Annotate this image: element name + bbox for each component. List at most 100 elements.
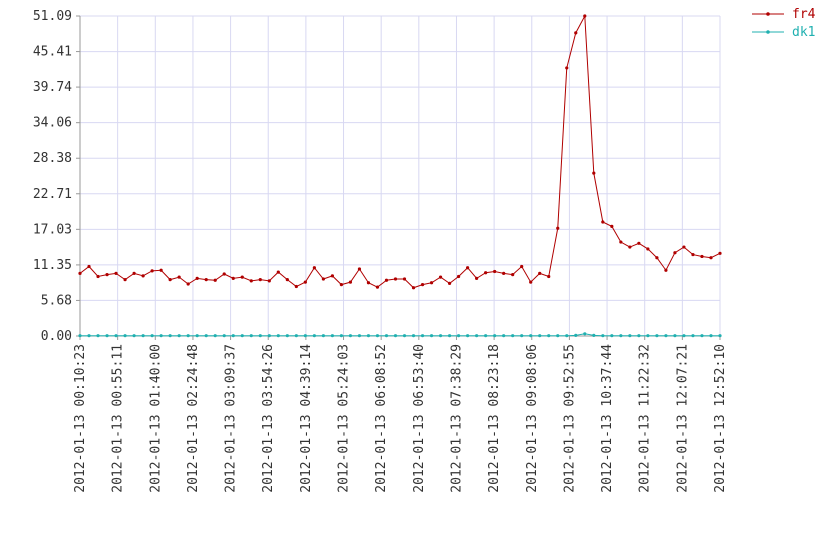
data-point-fr4 bbox=[655, 256, 659, 260]
data-point-dk1 bbox=[682, 334, 686, 338]
data-point-fr4 bbox=[213, 278, 217, 282]
data-point-dk1 bbox=[123, 334, 127, 338]
data-point-fr4 bbox=[330, 274, 334, 278]
data-point-dk1 bbox=[628, 334, 632, 338]
data-point-fr4 bbox=[87, 264, 91, 269]
series-line-dk1 bbox=[80, 333, 720, 337]
y-tick-label: 11.35 bbox=[33, 258, 72, 273]
data-point-fr4 bbox=[592, 171, 596, 175]
data-point-dk1 bbox=[285, 334, 289, 338]
data-point-dk1 bbox=[601, 334, 605, 338]
data-point-fr4 bbox=[285, 278, 289, 282]
data-point-fr4 bbox=[429, 281, 434, 285]
data-point-dk1 bbox=[475, 334, 479, 338]
data-point-dk1 bbox=[673, 334, 677, 338]
axes bbox=[79, 16, 720, 337]
legend-item-dk1[interactable]: dk1 bbox=[752, 25, 815, 40]
data-point-dk1 bbox=[709, 334, 713, 338]
data-point-dk1 bbox=[132, 334, 136, 338]
data-point-fr4 bbox=[258, 278, 262, 282]
data-point-fr4 bbox=[565, 66, 569, 70]
data-point-fr4 bbox=[420, 283, 425, 287]
data-point-fr4 bbox=[601, 220, 605, 224]
data-point-dk1 bbox=[610, 334, 614, 338]
data-point-fr4 bbox=[411, 286, 416, 290]
data-point-dk1 bbox=[402, 334, 407, 338]
data-point-fr4 bbox=[664, 268, 668, 272]
series-dk1 bbox=[78, 332, 722, 338]
data-point-fr4 bbox=[709, 256, 713, 260]
data-point-dk1 bbox=[700, 334, 704, 338]
data-point-fr4 bbox=[321, 277, 325, 281]
data-point-dk1 bbox=[357, 334, 362, 338]
y-tick-label: 17.03 bbox=[33, 222, 72, 237]
data-point-fr4 bbox=[267, 279, 271, 283]
data-point-dk1 bbox=[547, 334, 551, 338]
x-tick-label: 2012-01-13 00:55:11 bbox=[111, 344, 126, 493]
data-point-dk1 bbox=[240, 334, 244, 338]
data-point-fr4 bbox=[637, 241, 641, 245]
data-point-dk1 bbox=[312, 334, 316, 338]
legend-item-fr4[interactable]: fr4 bbox=[752, 7, 816, 22]
data-point-fr4 bbox=[556, 226, 560, 230]
x-tick-label: 2012-01-13 11:22:32 bbox=[638, 344, 653, 493]
data-point-dk1 bbox=[556, 334, 560, 338]
data-point-dk1 bbox=[195, 334, 199, 338]
x-tick-label: 2012-01-13 03:54:26 bbox=[261, 344, 276, 493]
data-point-fr4 bbox=[168, 278, 172, 282]
data-point-fr4 bbox=[447, 281, 452, 285]
data-point-fr4 bbox=[511, 273, 515, 277]
y-tick-labels: 0.00 5.68 11.35 17.03 22.71 28.38 34.06 39.74 45… bbox=[33, 9, 72, 344]
data-point-dk1 bbox=[267, 334, 271, 338]
data-point-fr4 bbox=[222, 272, 226, 276]
data-point-dk1 bbox=[447, 334, 452, 338]
data-point-dk1 bbox=[177, 334, 181, 338]
data-point-dk1 bbox=[538, 334, 542, 338]
data-point-fr4 bbox=[393, 277, 398, 281]
data-point-fr4 bbox=[456, 274, 461, 279]
data-point-dk1 bbox=[303, 334, 307, 338]
data-point-dk1 bbox=[393, 334, 398, 338]
data-point-fr4 bbox=[231, 276, 235, 280]
data-point-dk1 bbox=[321, 334, 325, 338]
x-tick-label: 2012-01-13 08:23:18 bbox=[487, 344, 502, 493]
data-point-fr4 bbox=[628, 245, 632, 249]
data-point-dk1 bbox=[168, 334, 172, 338]
data-point-dk1 bbox=[691, 334, 695, 338]
data-point-dk1 bbox=[411, 334, 416, 338]
data-point-dk1 bbox=[583, 332, 587, 336]
data-point-dk1 bbox=[520, 334, 524, 338]
x-tick-label: 2012-01-13 02:24:48 bbox=[186, 344, 201, 493]
data-point-fr4 bbox=[484, 271, 488, 275]
x-tick-label: 2012-01-13 06:53:40 bbox=[412, 344, 427, 493]
series-line-fr4 bbox=[79, 14, 721, 289]
data-point-fr4 bbox=[312, 266, 316, 270]
data-point-dk1 bbox=[511, 334, 515, 338]
data-point-dk1 bbox=[466, 334, 470, 338]
data-point-fr4 bbox=[529, 280, 533, 284]
x-tick-label: 2012-01-13 09:52:55 bbox=[562, 344, 577, 493]
data-point-fr4 bbox=[132, 271, 136, 275]
data-point-fr4 bbox=[673, 251, 677, 255]
data-point-fr4 bbox=[366, 281, 371, 285]
data-point-dk1 bbox=[384, 334, 389, 338]
data-point-fr4 bbox=[547, 274, 551, 279]
x-tick-label: 2012-01-13 12:52:10 bbox=[713, 344, 728, 493]
data-point-fr4 bbox=[114, 271, 118, 275]
x-tick-label: 2012-01-13 09:08:06 bbox=[525, 344, 540, 493]
data-point-fr4 bbox=[718, 251, 722, 255]
data-point-dk1 bbox=[159, 334, 163, 338]
data-point-dk1 bbox=[186, 334, 190, 338]
data-point-fr4 bbox=[150, 269, 154, 273]
data-point-fr4 bbox=[375, 285, 380, 289]
data-point-fr4 bbox=[249, 279, 253, 283]
series-fr4 bbox=[78, 14, 722, 290]
legend: fr4 dk1 bbox=[752, 7, 816, 40]
data-point-dk1 bbox=[150, 334, 154, 338]
y-tick-label: 34.06 bbox=[33, 116, 72, 131]
data-point-dk1 bbox=[96, 334, 100, 338]
y-tick-label: 51.09 bbox=[33, 9, 72, 24]
data-point-dk1 bbox=[348, 334, 353, 338]
data-point-dk1 bbox=[619, 334, 623, 338]
